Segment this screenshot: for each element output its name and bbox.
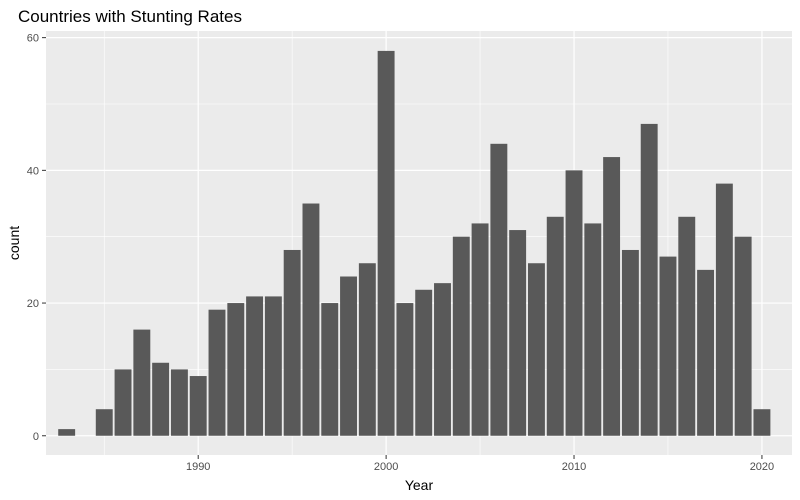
bar-1988 — [152, 362, 170, 436]
bar-2009 — [546, 216, 564, 436]
bar-series — [58, 50, 771, 436]
bar-1998 — [340, 276, 357, 436]
bar-2018 — [715, 183, 733, 436]
bar-2004 — [452, 236, 470, 436]
bar-2010 — [565, 170, 583, 436]
bar-1990 — [189, 376, 207, 436]
bar-1994 — [264, 296, 282, 436]
bar-2016 — [678, 216, 696, 436]
bar-2005 — [471, 223, 489, 436]
y-tick-label: 40 — [27, 165, 39, 177]
chart-title: Countries with Stunting Rates — [18, 7, 242, 26]
bar-1983 — [58, 429, 76, 436]
bar-1991 — [208, 309, 226, 436]
bar-2017 — [697, 269, 715, 436]
bar-1985 — [95, 409, 113, 436]
y-tick-label: 20 — [27, 298, 39, 310]
bar-1986 — [114, 369, 132, 436]
x-tick-label: 2000 — [374, 461, 398, 473]
bar-1992 — [227, 303, 245, 436]
bar-2006 — [490, 143, 508, 436]
x-axis-title: Year — [405, 477, 434, 493]
bar-1995 — [283, 249, 301, 436]
bar-1987 — [133, 329, 151, 436]
bar-2008 — [527, 263, 545, 436]
bar-1993 — [246, 296, 264, 436]
bar-2019 — [734, 236, 752, 436]
bar-1997 — [321, 303, 339, 436]
x-tick-label: 2010 — [562, 461, 586, 473]
bar-1999 — [358, 263, 376, 436]
x-axis: 1990 2000 2010 2020 — [186, 455, 774, 473]
bar-2011 — [584, 223, 602, 436]
bar-2015 — [659, 256, 677, 436]
y-axis: 0 20 40 60 — [27, 33, 46, 443]
bar-1989 — [170, 369, 188, 436]
x-tick-label: 2020 — [750, 461, 774, 473]
y-tick-label: 60 — [27, 33, 39, 45]
y-axis-title: count — [6, 226, 22, 260]
bar-2012 — [603, 157, 621, 436]
bar-2003 — [434, 283, 451, 436]
y-tick-label: 0 — [33, 431, 39, 443]
bar-2001 — [396, 303, 414, 436]
bar-1996 — [302, 203, 320, 436]
x-tick-label: 1990 — [186, 461, 210, 473]
bar-2000 — [377, 50, 395, 436]
bar-2007 — [509, 230, 527, 436]
bar-2013 — [621, 249, 639, 436]
bar-2020 — [753, 409, 771, 436]
bar-2002 — [415, 289, 433, 436]
bar-2014 — [640, 123, 658, 436]
